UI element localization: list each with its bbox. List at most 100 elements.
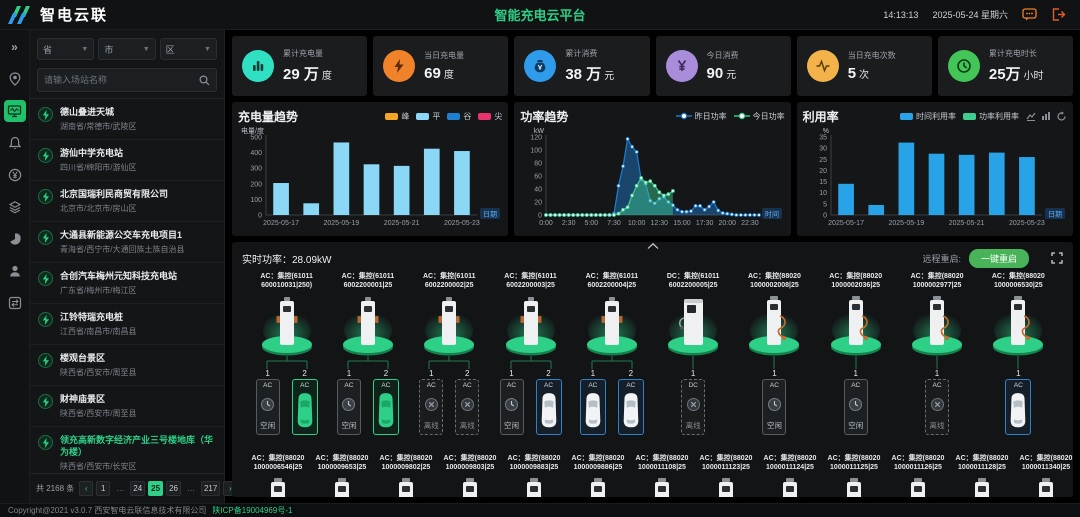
pile-label: AC：集控(88020 1000011108|25 — [635, 455, 689, 471]
pile-card[interactable]: AC：集控(88020 1000002977|25 1 AC 离线 — [896, 272, 977, 444]
refresh-icon[interactable] — [1056, 111, 1067, 122]
sidebar-item-yen[interactable] — [4, 164, 26, 186]
connector-status-offline[interactable]: AC 离线 — [925, 379, 950, 435]
page-button[interactable]: 1 — [96, 481, 111, 496]
chart-title: 充电量趋势 — [238, 109, 299, 124]
station-name: 德山叠进天城 — [60, 107, 115, 117]
logout-icon[interactable] — [1051, 8, 1066, 21]
collapse-caret-icon[interactable] — [647, 243, 659, 249]
pile-card[interactable]: AC：集控(88020 1000011126|25 — [886, 454, 950, 497]
page-button[interactable]: 26 — [166, 481, 181, 496]
bag-icon — [524, 50, 557, 82]
station-search-input[interactable] — [44, 75, 199, 85]
chevron-down-icon: ▼ — [142, 45, 150, 53]
prev-page-button[interactable]: ‹ — [79, 481, 94, 496]
pile-card[interactable]: AC：集控(61011 6002200001|25 1 AC 空闲 2 AC — [327, 272, 408, 444]
pile-card[interactable]: AC：集控(88020 1000011123|25 — [694, 454, 758, 497]
connector-number: 1 — [265, 369, 270, 378]
page-button[interactable]: 24 — [130, 481, 146, 496]
pile-card[interactable]: AC：集控(61011 600010031|250) 1 AC 空闲 2 AC — [246, 272, 327, 444]
legend-item[interactable]: 功率利用率 — [962, 111, 1019, 122]
legend-item[interactable]: 平 — [416, 111, 440, 122]
station-list-item[interactable]: 财神庙景区 陕西省/西安市/周至县 — [30, 386, 224, 427]
station-list-item[interactable]: 游仙中学充电站 四川省/绵阳市/游仙区 — [30, 140, 224, 181]
station-list-item[interactable]: 合创汽车梅州元知科技充电站 广东省/梅州市/梅江区 — [30, 263, 224, 304]
connector-status-idle[interactable]: AC 空闲 — [762, 379, 787, 435]
page-button[interactable]: 217 — [200, 481, 221, 496]
pile-card[interactable]: AC：集控(88020 1000006530|25 1 AC — [978, 272, 1059, 444]
pile-card[interactable]: AC：集控(88020 1000009883|25 — [502, 454, 566, 497]
pile-card[interactable]: AC：集控(88020 1000009653|25 — [310, 454, 374, 497]
connector-status-occupied[interactable]: AC — [579, 379, 606, 435]
sidebar-item-map-pin[interactable] — [4, 68, 26, 90]
icp-link[interactable]: 陕ICP备19004969号-1 — [212, 506, 293, 515]
connector-status-charging[interactable]: AC — [372, 379, 399, 435]
city-select[interactable]: 市 ▼ — [98, 38, 156, 60]
connector-status-occupied[interactable]: AC — [535, 379, 562, 435]
pile-card[interactable]: AC：集控(88020 1000011124|25 — [758, 454, 822, 497]
car-icon — [378, 393, 394, 428]
sidebar-item-transfer[interactable] — [4, 292, 26, 314]
connector-status-idle[interactable]: AC 空闲 — [255, 379, 280, 435]
station-list-item[interactable]: 德山叠进天城 湖南省/常德市/武陵区 — [30, 99, 224, 140]
line-chart-toggle-icon[interactable] — [1026, 111, 1036, 121]
bar-chart-toggle-icon[interactable] — [1041, 111, 1051, 121]
connector-status-idle[interactable]: AC 空闲 — [336, 379, 361, 435]
sidebar-item-monitor[interactable] — [3, 100, 26, 122]
sidebar-collapse-toggle[interactable]: » — [4, 36, 26, 58]
pile-card[interactable]: AC：集控(88020 1000011128|25 — [950, 454, 1014, 497]
legend-item[interactable]: 昨日功率 — [675, 111, 727, 122]
pile-card[interactable]: AC：集控(61011 6002200003|25 1 AC 空闲 2 AC — [490, 272, 571, 444]
pile-card[interactable]: DC：集控(61011 6002200005|25 1 DC 离线 — [653, 272, 734, 444]
pile-card[interactable]: AC：集控(61011 6002200004|25 1 AC 2 AC — [571, 272, 652, 444]
connector-status-idle[interactable]: AC 空闲 — [843, 379, 868, 435]
pile-label: AC：集控(88020 1000011126|25 — [891, 455, 945, 471]
pile-card[interactable]: AC：集控(88020 1000009803|25 — [438, 454, 502, 497]
charger-pile-image — [668, 299, 719, 356]
district-select[interactable]: 区 ▼ — [159, 38, 217, 60]
pile-card[interactable]: AC：集控(88020 1000002036|25 1 AC 空闲 — [815, 272, 896, 444]
connector-status-occupied[interactable]: AC — [617, 379, 644, 435]
station-list-item[interactable]: 大通县新能源公交车充电项目1 青海省/西宁市/大通回族土族自治县 — [30, 222, 224, 263]
stat-value: 29 万度 — [283, 66, 332, 83]
legend-item[interactable]: 尖 — [478, 111, 502, 122]
svg-text:日期: 日期 — [1048, 211, 1062, 219]
pile-card[interactable]: AC：集控(88020 1000006546|25 — [246, 454, 310, 497]
station-list-item[interactable]: 领充高新数字经济产业三号楼地库（华为楼） 陕西省/西安市/长安区 — [30, 427, 224, 473]
station-bolt-icon — [38, 312, 53, 327]
connector-status-charging[interactable]: AC — [291, 379, 318, 435]
pile-card[interactable]: AC：集控(88020 1000009802|25 — [374, 454, 438, 497]
legend-item[interactable]: 今日功率 — [733, 111, 785, 122]
pile-card[interactable]: AC：集控(88020 1000011108|25 — [630, 454, 694, 497]
fullscreen-icon[interactable] — [1051, 252, 1063, 264]
legend-item[interactable]: 时间利用率 — [899, 111, 956, 122]
province-select[interactable]: 省 ▼ — [37, 38, 95, 60]
sidebar-item-layers[interactable] — [4, 196, 26, 218]
legend-item[interactable]: 峰 — [385, 111, 409, 122]
page-button[interactable]: 25 — [148, 481, 164, 496]
connector-status-occupied[interactable]: AC — [1005, 379, 1032, 435]
pile-label: AC：集控(88020 1000002008|25 — [747, 273, 801, 289]
legend-item[interactable]: 谷 — [447, 111, 471, 122]
pile-card[interactable]: AC：集控(88020 1000011125|25 — [822, 454, 886, 497]
station-list-item[interactable]: 北京国瑞利民商贸有限公司 北京市/北京市/房山区 — [30, 181, 224, 222]
pile-card[interactable]: AC：集控(61011 6002200002|25 1 AC 离线 2 AC 离线 — [409, 272, 490, 444]
svg-text:2:30: 2:30 — [562, 220, 576, 227]
sidebar-item-bell[interactable] — [4, 132, 26, 154]
pile-card[interactable]: AC：集控(88020 1000009886|25 — [566, 454, 630, 497]
charger-pile-image — [712, 478, 740, 497]
search-icon[interactable] — [199, 74, 210, 86]
connector-status-offline[interactable]: AC 离线 — [419, 379, 444, 435]
pile-card[interactable]: AC：集控(88020 1000002008|25 1 AC 空闲 — [734, 272, 815, 444]
one-key-restart-button[interactable]: 一键重启 — [968, 248, 1029, 268]
message-icon[interactable] — [1022, 8, 1037, 21]
sidebar-item-user[interactable] — [4, 260, 26, 282]
station-list-item[interactable]: 江铃特瑞充电桩 江西省/南昌市/南昌县 — [30, 304, 224, 345]
connector-status-idle[interactable]: AC 空闲 — [499, 379, 524, 435]
station-list-item[interactable]: 楼观台景区 陕西省/西安市/周至县 — [30, 345, 224, 386]
pile-card[interactable]: AC：集控(88020 1000011340|25 — [1014, 454, 1073, 497]
connector-status-offline[interactable]: AC 离线 — [455, 379, 480, 435]
stat-value: 25万 小时 — [988, 66, 1044, 83]
sidebar-item-pie[interactable] — [4, 228, 26, 250]
connector-status-offline[interactable]: DC 离线 — [681, 379, 706, 435]
